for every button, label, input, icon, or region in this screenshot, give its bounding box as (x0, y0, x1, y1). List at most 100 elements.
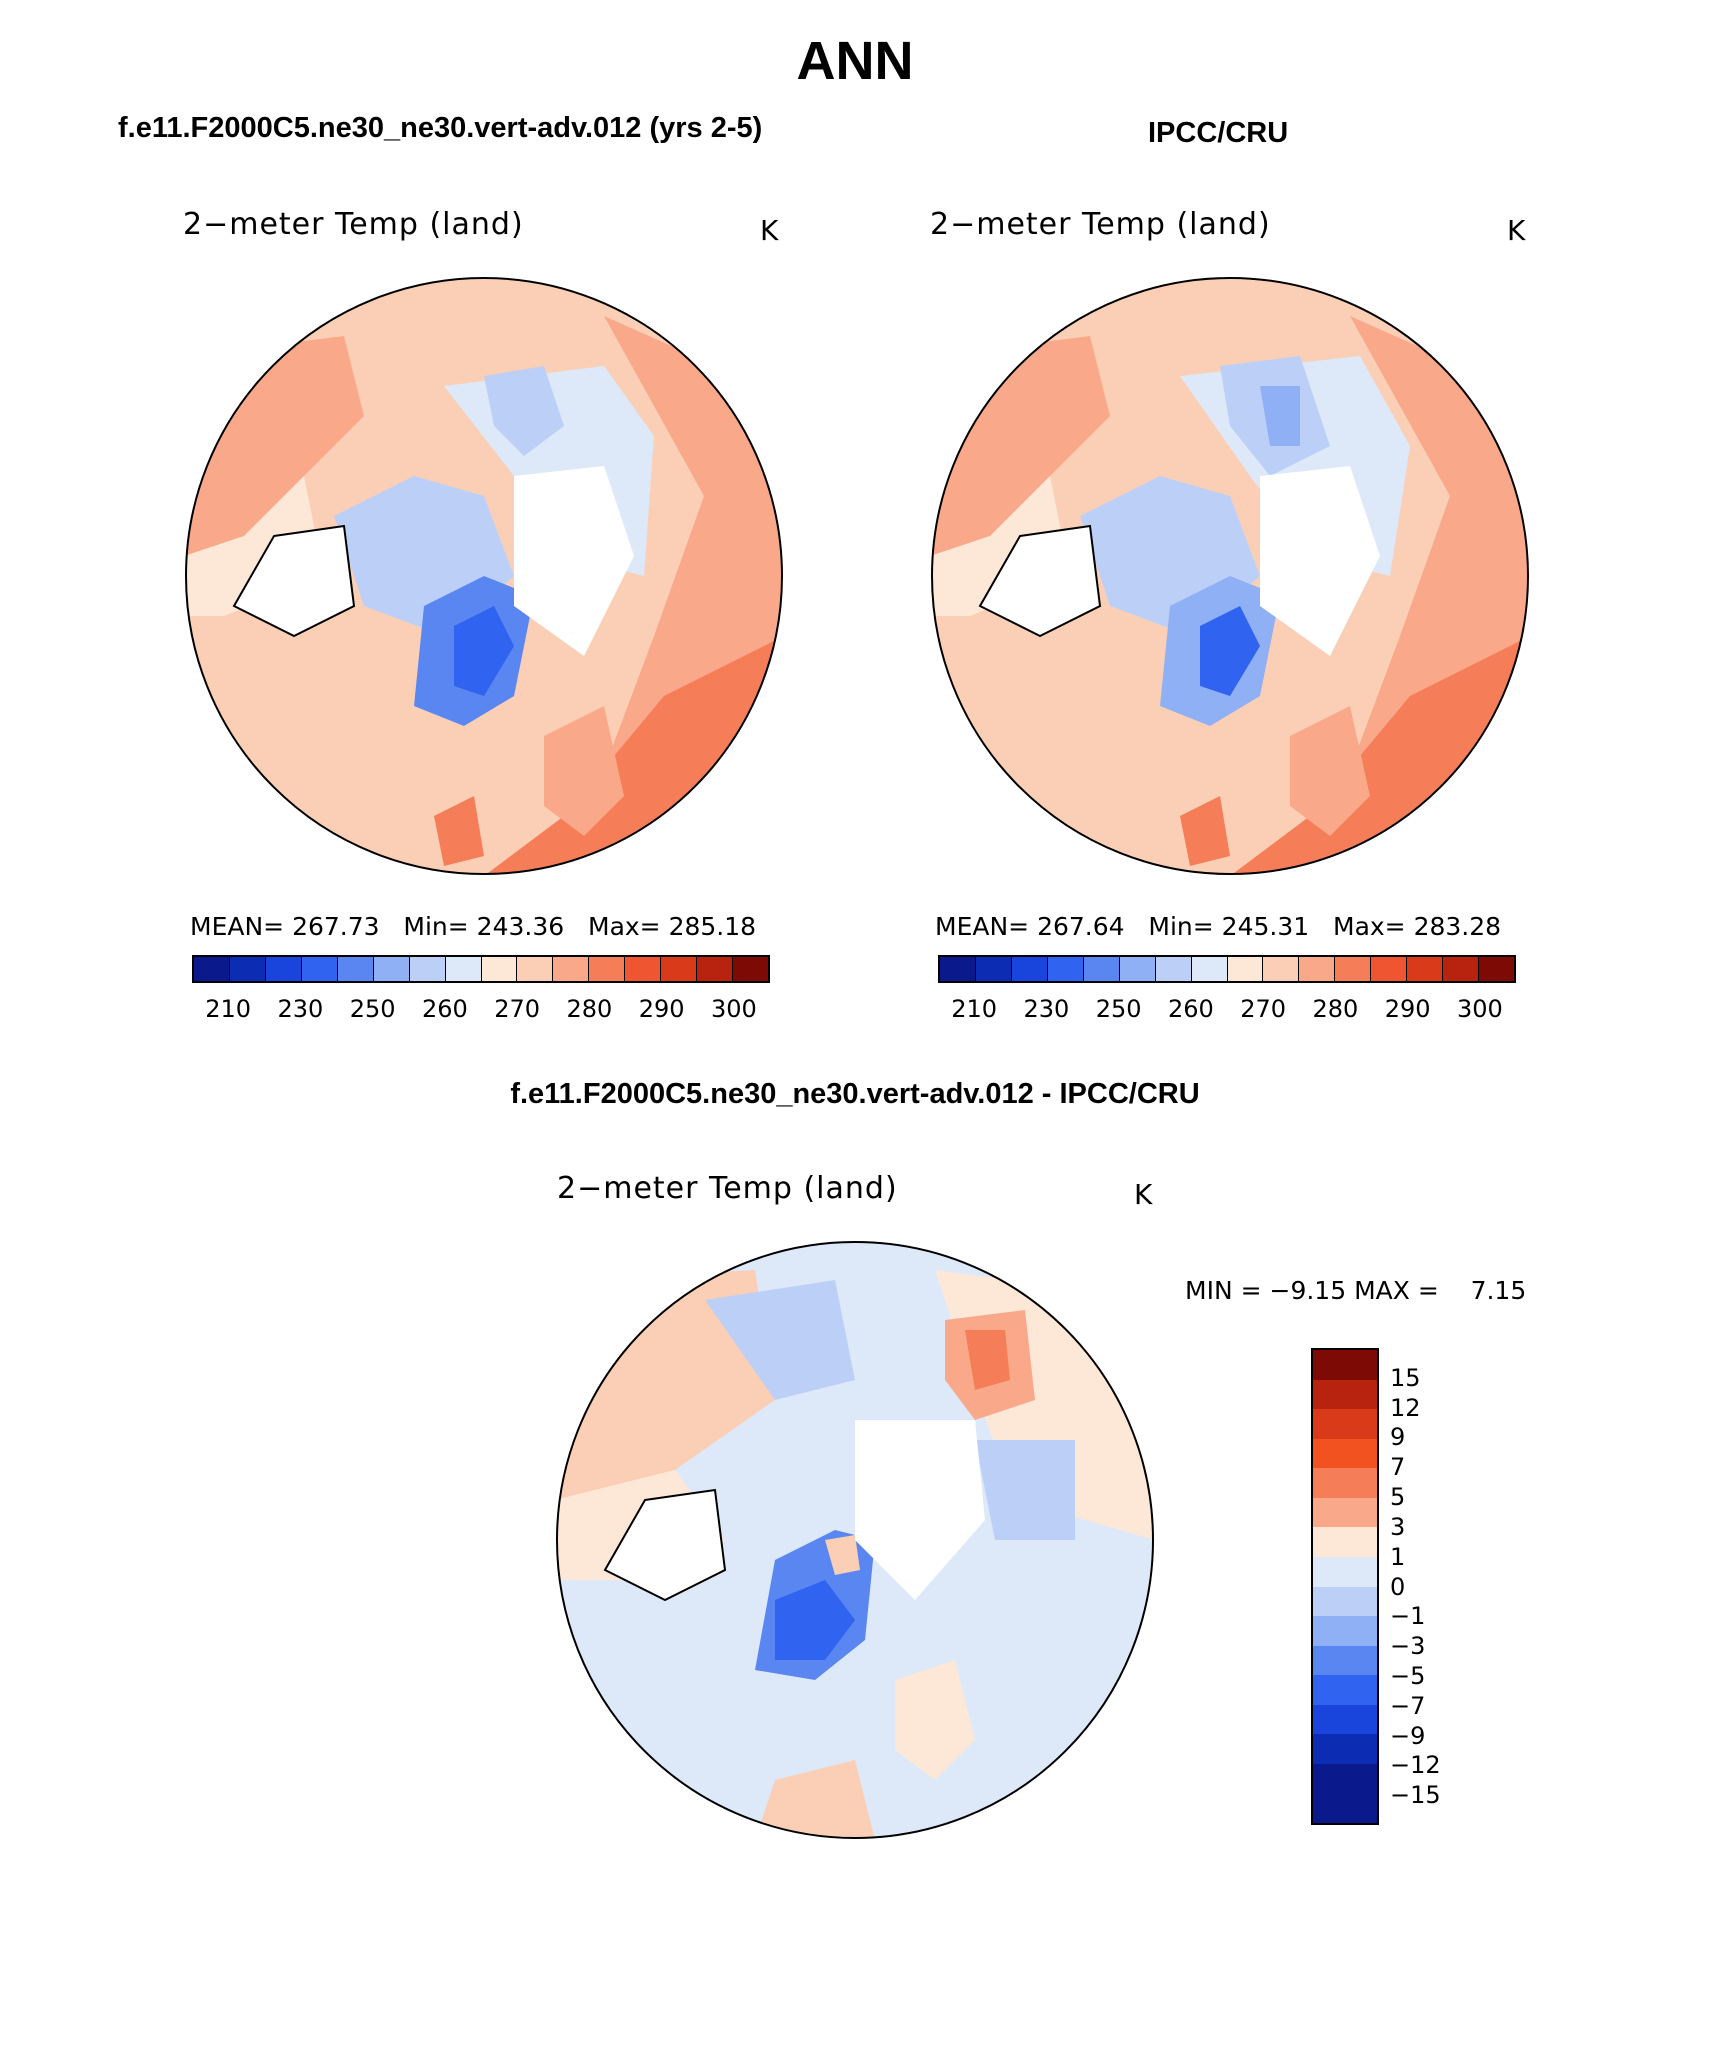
colorbar-swatch (1407, 957, 1444, 981)
colorbar-tick-label: −1 (1390, 1602, 1426, 1631)
colorbar-swatch (301, 957, 338, 981)
colorbar-swatch (1313, 1409, 1377, 1440)
units-label-difference: K (1134, 1178, 1153, 1211)
colorbar-swatch (1299, 957, 1336, 981)
colorbar-swatch (1313, 1704, 1377, 1736)
colorbar-swatch (589, 957, 626, 981)
colorbar-swatch (265, 957, 302, 981)
colorbar-swatch (194, 957, 230, 981)
colorbar-swatch (1263, 957, 1300, 981)
colorbar-tick-label: 290 (1384, 995, 1431, 1023)
colorbar-tick-label: 250 (1095, 995, 1142, 1023)
colorbar-swatch (337, 957, 374, 981)
colorbar-tick-label: −3 (1390, 1632, 1426, 1661)
colorbar-swatch (733, 957, 768, 981)
colorbar-tick-label: 230 (277, 995, 324, 1023)
units-label-model: K (760, 214, 779, 247)
colorbar-swatch (1011, 957, 1048, 981)
colorbar-swatch (1313, 1675, 1377, 1706)
colorbar-swatch (1313, 1734, 1377, 1765)
colorbar-tick-label: 300 (710, 995, 757, 1023)
colorbar-ticks-model: 210 230 250 260 270 280 290 300 (192, 995, 770, 1025)
colorbar-tick-label: 270 (1240, 995, 1287, 1023)
colorbar-swatch (409, 957, 446, 981)
difference-header: f.e11.F2000C5.ne30_ne30.vert-adv.012 - I… (510, 1078, 1200, 1110)
colorbar-swatch (1313, 1793, 1377, 1824)
colorbar-tick-label: 3 (1390, 1512, 1406, 1541)
colorbar-swatch (1313, 1616, 1377, 1647)
colorbar-swatch (1313, 1645, 1377, 1677)
polar-map-model (185, 277, 783, 875)
colorbar-swatch (553, 957, 590, 981)
colorbar-swatch (1479, 957, 1514, 981)
mean-label: MEAN= (935, 912, 1030, 941)
colorbar-swatch (445, 957, 482, 981)
max-label: Max= (1333, 912, 1406, 941)
mean-value: 267.64 (1037, 912, 1125, 941)
units-label-obs: K (1507, 214, 1526, 247)
colorbar-swatch (1313, 1586, 1377, 1618)
colorbar-tick-label: 260 (1167, 995, 1214, 1023)
colorbar-tick-label: 300 (1456, 995, 1503, 1023)
colorbar-swatch (975, 957, 1012, 981)
colorbar-tick-label: 5 (1390, 1483, 1406, 1512)
colorbar-tick-label: 12 (1390, 1393, 1421, 1422)
colorbar-tick-label: −7 (1390, 1691, 1426, 1720)
colorbar-tick-label: −5 (1390, 1661, 1426, 1690)
stats-line-model: MEAN= 267.73 Min= 243.36 Max= 285.18 (190, 912, 756, 941)
colorbar-swatch (373, 957, 410, 981)
colorbar-obs (938, 955, 1516, 983)
colorbar-tick-label: 280 (1312, 995, 1359, 1023)
colorbar-swatch (1313, 1763, 1377, 1795)
colorbar-tick-label: −9 (1390, 1721, 1426, 1750)
colorbar-tick-label: 290 (638, 995, 685, 1023)
colorbar-swatch (940, 957, 976, 981)
stats-line-obs: MEAN= 267.64 Min= 245.31 Max= 283.28 (935, 912, 1501, 941)
colorbar-tick-label: 280 (566, 995, 613, 1023)
colorbar-swatch (1313, 1379, 1377, 1411)
colorbar-tick-label: 15 (1390, 1363, 1421, 1392)
colorbar-tick-label: −12 (1390, 1751, 1441, 1780)
max-value: 285.18 (668, 912, 757, 941)
max-label: Max= (588, 912, 661, 941)
colorbar-swatch (229, 957, 266, 981)
colorbar-tick-label: −15 (1390, 1781, 1441, 1810)
colorbar-model (192, 955, 770, 983)
panel-title-obs: 2−meter Temp (land) (930, 207, 1271, 242)
colorbar-swatch (517, 957, 554, 981)
colorbar-tick-label: 270 (494, 995, 541, 1023)
diff-min-value: −9.15 (1269, 1276, 1347, 1305)
colorbar-swatch (1047, 957, 1084, 981)
colorbar-tick-label: 260 (421, 995, 468, 1023)
colorbar-tick-label: 9 (1390, 1423, 1406, 1452)
colorbar-tick-label: 210 (205, 995, 252, 1023)
colorbar-swatch (1119, 957, 1156, 981)
diff-max-label: MAX = (1354, 1276, 1439, 1305)
polar-map-obs (931, 277, 1529, 875)
colorbar-swatch (661, 957, 698, 981)
colorbar-tick-label: 1 (1390, 1542, 1406, 1571)
colorbar-swatch (1371, 957, 1408, 981)
diff-max-value: 7.15 (1470, 1276, 1527, 1305)
min-value: 243.36 (476, 912, 565, 941)
mean-label: MEAN= (190, 912, 285, 941)
colorbar-swatch (1313, 1556, 1377, 1588)
colorbar-tick-label: 250 (349, 995, 396, 1023)
panel-title-model: 2−meter Temp (land) (183, 207, 524, 242)
colorbar-swatch (625, 957, 662, 981)
colorbar-swatch (1155, 957, 1192, 981)
min-label: Min= (403, 912, 469, 941)
colorbar-swatch (1313, 1527, 1377, 1558)
colorbar-swatch (1191, 957, 1228, 981)
page-title: ANN (796, 31, 914, 91)
colorbar-ticks-difference: 15 12 9 7 5 3 1 0 −1 −3 −5 −7 −9 −12 −15 (1390, 1348, 1470, 1825)
colorbar-swatch (1313, 1468, 1377, 1499)
polar-map-difference (556, 1241, 1154, 1839)
colorbar-swatch (481, 957, 518, 981)
colorbar-swatch (1313, 1497, 1377, 1529)
colorbar-swatch (1313, 1438, 1377, 1470)
colorbar-swatch (1335, 957, 1372, 981)
colorbar-tick-label: 230 (1023, 995, 1070, 1023)
colorbar-ticks-obs: 210 230 250 260 270 280 290 300 (938, 995, 1516, 1025)
mean-value: 267.73 (292, 912, 380, 941)
